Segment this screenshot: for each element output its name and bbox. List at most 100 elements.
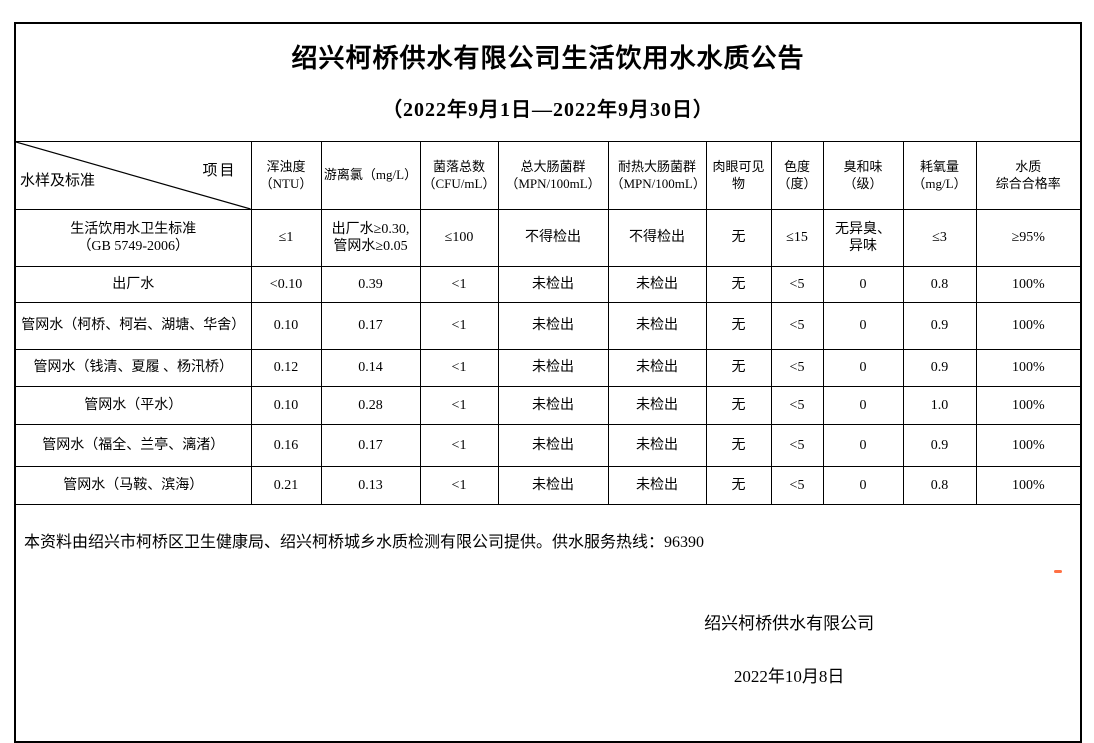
cell: <1 <box>419 386 499 425</box>
table-row-pipe-maan: 管网水（马鞍、滨海） 0.21 0.13 <1 未检出 未检出 无 <5 0 0… <box>14 466 1082 505</box>
cell: ≥95% <box>975 209 1082 267</box>
cell: 0.9 <box>902 424 977 467</box>
cell: 0.17 <box>320 302 421 350</box>
row-label: 管网水（钱清、夏履 、杨汛桥） <box>14 349 252 387</box>
cell: <5 <box>770 302 824 350</box>
cell: <1 <box>419 266 499 303</box>
column-header-odor-taste: 臭和味 （级） <box>822 141 904 210</box>
table-row-pipe-qianqing: 管网水（钱清、夏履 、杨汛桥） 0.12 0.14 <1 未检出 未检出 无 <… <box>14 349 1082 387</box>
page-subtitle: （2022年9月1日—2022年9月30日） <box>382 98 715 121</box>
cell: 0.21 <box>250 466 322 505</box>
cell: 0.9 <box>902 302 977 350</box>
cell: 未检出 <box>497 302 609 350</box>
cell: 0.8 <box>902 466 977 505</box>
cell: <5 <box>770 349 824 387</box>
cell: 0 <box>822 386 904 425</box>
cell: 未检出 <box>607 424 707 467</box>
cell: 0.8 <box>902 266 977 303</box>
cell: 未检出 <box>607 466 707 505</box>
corner-header-cell: 项目 水样及标准 <box>14 141 252 210</box>
column-header-chroma: 色度 （度） <box>770 141 824 210</box>
table-row-pipe-fuquan: 管网水（福全、兰亭、漓渚） 0.16 0.17 <1 未检出 未检出 无 <5 … <box>14 424 1082 467</box>
cell: 无异臭、 异味 <box>822 209 904 267</box>
column-header-turbidity: 浑浊度 （NTU） <box>250 141 322 210</box>
footer-note: 本资料由绍兴市柯桥区卫生健康局、绍兴柯桥城乡水质检测有限公司提供。供水服务热线：… <box>24 534 705 551</box>
cell: <5 <box>770 386 824 425</box>
cell: <5 <box>770 466 824 505</box>
cell: 未检出 <box>497 349 609 387</box>
cell: 0.17 <box>320 424 421 467</box>
cell: 0.10 <box>250 302 322 350</box>
cell: 100% <box>975 266 1082 303</box>
cell: ≤15 <box>770 209 824 267</box>
cell: 无 <box>705 302 772 350</box>
cell: 100% <box>975 386 1082 425</box>
cell: ≤100 <box>419 209 499 267</box>
cell: 0.39 <box>320 266 421 303</box>
cell: 100% <box>975 302 1082 350</box>
table-row-pipe-keqiao: 管网水（柯桥、柯岩、湖塘、华舍） 0.10 0.17 <1 未检出 未检出 无 … <box>14 302 1082 350</box>
row-label: 出厂水 <box>14 266 252 303</box>
column-header-thermotolerant-coliform: 耐热大肠菌群 （MPN/100mL） <box>607 141 707 210</box>
cell: 无 <box>705 466 772 505</box>
cell: 100% <box>975 349 1082 387</box>
cell: 0 <box>822 266 904 303</box>
cell: 未检出 <box>497 466 609 505</box>
cell: <5 <box>770 266 824 303</box>
cell: 未检出 <box>607 349 707 387</box>
column-header-colony-count: 菌落总数 （CFU/mL） <box>419 141 499 210</box>
cell: 0 <box>822 424 904 467</box>
cell: <1 <box>419 302 499 350</box>
water-quality-notice-table: 绍兴柯桥供水有限公司生活饮用水水质公告 （2022年9月1日—2022年9月30… <box>14 22 1083 743</box>
cell: 无 <box>705 386 772 425</box>
cell: 出厂水≥0.30, 管网水≥0.05 <box>320 209 421 267</box>
page-title: 绍兴柯桥供水有限公司生活饮用水水质公告 <box>291 43 805 73</box>
cell: 未检出 <box>607 302 707 350</box>
diagonal-divider-line <box>16 142 251 209</box>
cell: 未检出 <box>497 266 609 303</box>
cell: ≤3 <box>902 209 977 267</box>
cell: 未检出 <box>607 386 707 425</box>
column-header-total-coliform: 总大肠菌群 （MPN/100mL） <box>497 141 609 210</box>
row-label: 管网水（平水） <box>14 386 252 425</box>
table-row-pipe-pingshui: 管网水（平水） 0.10 0.28 <1 未检出 未检出 无 <5 0 1.0 … <box>14 386 1082 425</box>
column-header-pass-rate: 水质 综合合格率 <box>975 141 1082 210</box>
cell: <0.10 <box>250 266 322 303</box>
table-row-standard: 生活饮用水卫生标准 （GB 5749-2006） ≤1 出厂水≥0.30, 管网… <box>14 209 1082 267</box>
column-header-visible-matter: 肉眼可见物 <box>705 141 772 210</box>
cell: 未检出 <box>607 266 707 303</box>
footer-company-name: 绍兴柯桥供水有限公司 <box>704 614 875 634</box>
cell: 0 <box>822 466 904 505</box>
cell: 0.10 <box>250 386 322 425</box>
cell: <1 <box>419 349 499 387</box>
column-header-free-chlorine: 游离氯（mg/L） <box>320 141 421 210</box>
table-header-row: 项目 水样及标准 浑浊度 （NTU） 游离氯（mg/L） 菌落总数 （CFU/m… <box>14 141 1082 210</box>
footer-date: 2022年10月8日 <box>733 667 845 687</box>
cell: 未检出 <box>497 386 609 425</box>
title-row: 绍兴柯桥供水有限公司生活饮用水水质公告 （2022年9月1日—2022年9月30… <box>14 22 1082 142</box>
cell: 不得检出 <box>607 209 707 267</box>
cell: 0.12 <box>250 349 322 387</box>
cell: 100% <box>975 466 1082 505</box>
row-label: 生活饮用水卫生标准 （GB 5749-2006） <box>14 209 252 267</box>
signature-block: 绍兴柯桥供水有限公司 2022年10月8日 <box>704 585 874 717</box>
cell: 未检出 <box>497 424 609 467</box>
cell: 1.0 <box>902 386 977 425</box>
cell: 0.16 <box>250 424 322 467</box>
cell: 100% <box>975 424 1082 467</box>
cell: 0.13 <box>320 466 421 505</box>
cell: <5 <box>770 424 824 467</box>
cell: 无 <box>705 266 772 303</box>
row-label: 管网水（福全、兰亭、漓渚） <box>14 424 252 467</box>
cell: 无 <box>705 209 772 267</box>
row-label: 管网水（马鞍、滨海） <box>14 466 252 505</box>
cell: 0.9 <box>902 349 977 387</box>
cell: 无 <box>705 424 772 467</box>
cell: <1 <box>419 424 499 467</box>
orange-dash-mark <box>1054 570 1062 573</box>
cell: 0 <box>822 349 904 387</box>
footer-row: 本资料由绍兴市柯桥区卫生健康局、绍兴柯桥城乡水质检测有限公司提供。供水服务热线：… <box>14 503 1082 743</box>
cell: 0.14 <box>320 349 421 387</box>
cell: 0.28 <box>320 386 421 425</box>
cell: 0 <box>822 302 904 350</box>
